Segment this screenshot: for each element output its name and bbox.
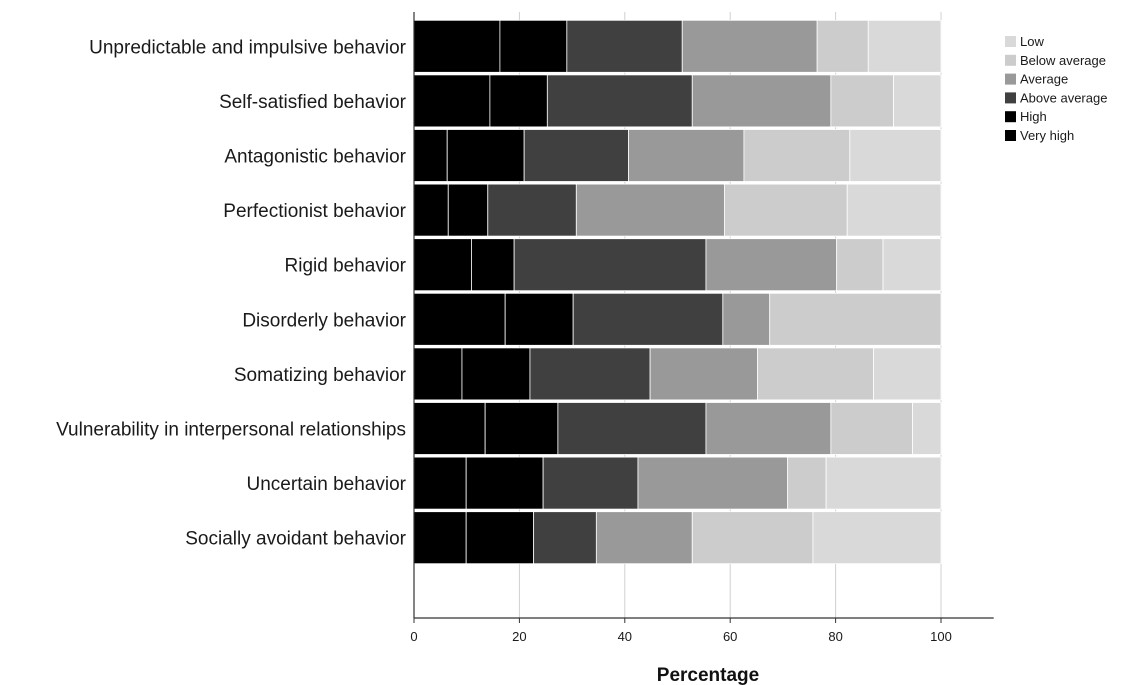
legend-swatch-very-high xyxy=(1005,130,1016,141)
bar-segment-9-average xyxy=(637,456,789,510)
bar-segment-10-above-average xyxy=(533,511,597,565)
bar-segment-1-below-average xyxy=(816,19,869,73)
bar-segment-9-high xyxy=(465,456,544,510)
bar-segment-3-high xyxy=(446,129,525,182)
bar-segment-4-average xyxy=(575,183,725,237)
bar-segment-7-low xyxy=(873,347,942,401)
legend-swatch-above-average xyxy=(1005,92,1016,104)
bar-segment-9-very-high xyxy=(413,456,467,510)
bar-segment-3-average xyxy=(628,129,745,182)
x-tick-labels: 0 20 40 60 80 100 xyxy=(410,618,952,644)
category-label: Disorderly behavior xyxy=(242,310,406,331)
x-tick-label: 20 xyxy=(512,629,526,644)
bar-segment-3-very-high xyxy=(413,129,448,182)
bar-segment-4-very-high xyxy=(413,183,449,237)
category-label: Perfectionist behavior xyxy=(223,201,406,222)
legend-label: Below average xyxy=(1020,53,1106,68)
category-label: Uncertain behavior xyxy=(247,474,407,495)
legend-label: Very high xyxy=(1020,128,1074,143)
bar-segment-4-above-average xyxy=(487,183,577,237)
legend: Low Below average Average Above average High… xyxy=(1005,34,1107,143)
bar-segment-2-below-average xyxy=(830,74,894,128)
category-labels: Unpredictable and impulsive behavior Self… xyxy=(56,37,407,549)
x-tick-label: 100 xyxy=(930,629,952,644)
bar-segment-1-average xyxy=(681,19,818,73)
legend-label: Low xyxy=(1020,34,1044,49)
bar-segment-2-high xyxy=(489,74,548,128)
x-tick-label: 40 xyxy=(618,629,632,644)
category-label: Antagonistic behavior xyxy=(224,147,406,168)
legend-swatch-high xyxy=(1005,111,1016,123)
legend-label: High xyxy=(1020,109,1047,124)
legend-swatch-average xyxy=(1005,73,1016,85)
bar-segment-6-average xyxy=(722,292,771,346)
bar-segment-10-average xyxy=(595,511,693,565)
bar-segment-3-above-average xyxy=(523,129,629,182)
bar-segment-8-low xyxy=(912,402,942,455)
bar-segment-7-very-high xyxy=(413,347,463,401)
axes xyxy=(413,12,994,619)
legend-swatch-below-average xyxy=(1005,54,1016,66)
bar-segment-1-above-average xyxy=(566,19,683,73)
bar-segment-1-low xyxy=(867,19,942,73)
bar-segment-10-low xyxy=(812,511,942,565)
legend-label: Average xyxy=(1020,72,1068,87)
bar-segment-2-average xyxy=(691,74,832,128)
bar-segment-7-average xyxy=(649,347,759,401)
bar-segment-10-very-high xyxy=(413,511,467,565)
bar-segment-8-very-high xyxy=(413,402,486,455)
x-tick-label: 0 xyxy=(410,629,417,644)
category-label: Rigid behavior xyxy=(285,256,407,277)
bar-segment-4-high xyxy=(447,183,489,237)
bar-segment-5-very-high xyxy=(413,238,472,292)
bar-segment-10-below-average xyxy=(691,511,814,565)
bar-segment-4-below-average xyxy=(724,183,848,237)
x-tick-label: 80 xyxy=(828,629,842,644)
bar-segment-6-above-average xyxy=(572,292,724,346)
bar-segment-10-high xyxy=(465,511,535,565)
bar-segment-5-average xyxy=(705,238,838,292)
x-tick-label: 60 xyxy=(723,629,737,644)
bar-segment-2-above-average xyxy=(546,74,693,128)
bar-segment-2-low xyxy=(893,74,942,128)
bar-segment-5-high xyxy=(471,238,515,292)
bar-segment-7-above-average xyxy=(529,347,651,401)
x-axis-title: Percentage xyxy=(657,665,759,685)
bar-segment-6-very-high xyxy=(413,292,506,346)
category-label: Unpredictable and impulsive behavior xyxy=(89,37,407,58)
bar-segment-6-high xyxy=(504,292,574,346)
category-label: Somatizing behavior xyxy=(234,365,407,386)
bar-segment-5-above-average xyxy=(513,238,707,292)
bar-segment-1-very-high xyxy=(413,19,501,73)
bar-segment-8-above-average xyxy=(557,402,707,455)
bar-segment-5-below-average xyxy=(836,238,884,292)
legend-label: Above average xyxy=(1020,90,1107,105)
bar-segment-7-high xyxy=(461,347,531,401)
bar-segment-5-low xyxy=(882,238,942,292)
bars xyxy=(413,19,942,565)
bar-segment-3-low xyxy=(849,129,942,182)
bar-segment-9-above-average xyxy=(542,456,639,510)
bar-segment-1-high xyxy=(499,19,568,73)
legend-swatch-low xyxy=(1005,36,1016,47)
category-label: Self-satisfied behavior xyxy=(219,92,407,113)
bar-segment-8-average xyxy=(705,402,832,455)
bar-segment-8-high xyxy=(484,402,559,455)
bar-segment-9-below-average xyxy=(787,456,827,510)
bar-segment-7-below-average xyxy=(757,347,874,401)
category-label: Vulnerability in interpersonal relations… xyxy=(56,420,406,441)
bar-segment-4-low xyxy=(846,183,942,237)
bar-segment-3-below-average xyxy=(743,129,851,182)
bar-segment-6-below-average xyxy=(769,292,942,346)
bar-segment-9-low xyxy=(825,456,942,510)
bar-segment-2-very-high xyxy=(413,74,491,128)
category-label: Socially avoidant behavior xyxy=(185,529,406,550)
bar-segment-8-below-average xyxy=(830,402,913,455)
